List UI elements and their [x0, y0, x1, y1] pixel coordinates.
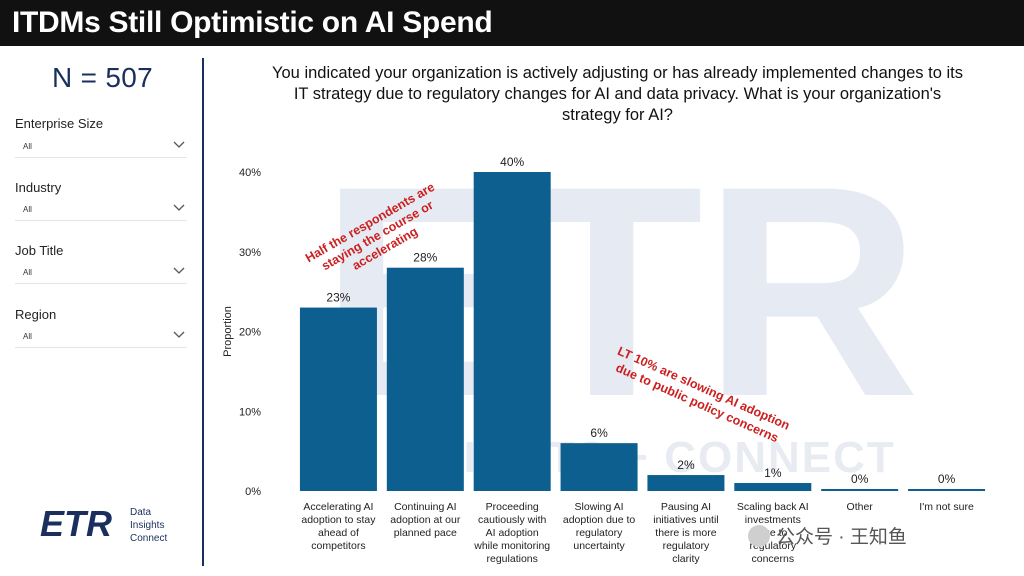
- page-title: ITDMs Still Optimistic on AI Spend: [12, 6, 493, 39]
- chevron-down-icon: [173, 141, 185, 148]
- wechat-icon: [748, 524, 770, 547]
- filter-value: All: [23, 205, 32, 214]
- data-label: 40%: [500, 155, 524, 169]
- header-bar: ITDMs Still Optimistic on AI Spend: [0, 0, 1024, 46]
- x-tick-label: Other: [847, 501, 874, 513]
- logo-mark: ETR: [40, 504, 112, 542]
- bar: [560, 443, 638, 491]
- filter-value: All: [23, 268, 32, 277]
- data-label: 2%: [677, 458, 695, 472]
- bar: [386, 267, 464, 491]
- bar: [299, 307, 377, 491]
- filter-value: All: [23, 142, 32, 151]
- y-tick-label: 0%: [245, 486, 261, 498]
- x-tick-label: Pausing AI initiatives until there is more…: [653, 501, 718, 565]
- background-watermark-text: INSIGHTS + CONNECT: [384, 433, 896, 482]
- x-tick-label: I'm not sure: [919, 501, 974, 513]
- bar: [647, 475, 725, 491]
- y-tick-label: 30%: [239, 247, 261, 259]
- sample-size: N = 507: [52, 62, 153, 93]
- filter-value: All: [23, 332, 32, 341]
- bar: [734, 483, 812, 491]
- data-label: 0%: [851, 472, 869, 486]
- filter-label-job-title: Job Title: [15, 243, 64, 258]
- bar: [821, 489, 899, 491]
- chevron-down-icon: [173, 204, 185, 211]
- data-label: 6%: [590, 426, 608, 440]
- filter-label-industry: Industry: [15, 180, 62, 195]
- data-label: 28%: [413, 251, 437, 265]
- logo-tagline: Data Insights Connect: [130, 507, 168, 544]
- chevron-down-icon: [173, 267, 185, 274]
- filter-industry[interactable]: All: [15, 202, 187, 221]
- x-tick-label: Accelerating AI adoption to stay ahead of c…: [301, 501, 376, 552]
- filter-enterprise-size[interactable]: All: [15, 139, 187, 158]
- filter-job-title[interactable]: All: [15, 265, 187, 284]
- filter-region[interactable]: All: [15, 329, 187, 348]
- filter-label-enterprise-size: Enterprise Size: [15, 116, 104, 131]
- chevron-down-icon: [173, 331, 185, 338]
- y-tick-label: 10%: [239, 406, 261, 418]
- filter-label-region: Region: [15, 307, 57, 322]
- x-tick-label: Continuing AI adoption at our planned pace: [390, 501, 461, 539]
- watermark-text: 公众号 · 王知鱼: [776, 527, 907, 548]
- data-label: 23%: [326, 291, 350, 305]
- x-tick-label: Proceeding cautiously with AI adoption whil…: [473, 501, 550, 565]
- panel-divider: [202, 58, 204, 566]
- data-label: 1%: [764, 466, 782, 480]
- chart-title: You indicated your organization is activ…: [272, 64, 963, 124]
- bar: [473, 172, 551, 491]
- source-watermark: 公众号 · 王知鱼: [748, 522, 907, 549]
- bar: [908, 489, 986, 491]
- x-tick-label: Slowing AI adoption due to regulatory uncer…: [563, 501, 636, 552]
- etr-logo-icon: ETR: [40, 504, 112, 542]
- y-tick-label: 20%: [239, 327, 261, 339]
- y-axis-label: Proportion: [222, 306, 234, 357]
- data-label: 0%: [938, 472, 956, 486]
- y-tick-label: 40%: [239, 167, 261, 179]
